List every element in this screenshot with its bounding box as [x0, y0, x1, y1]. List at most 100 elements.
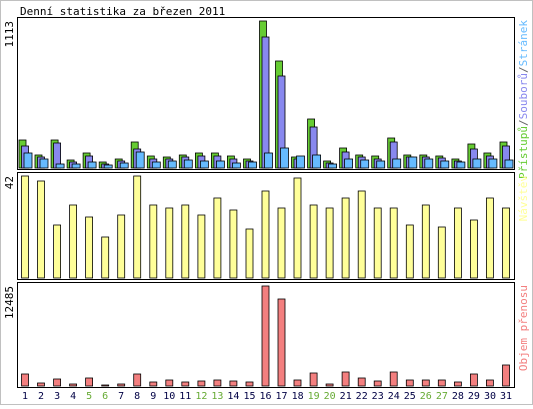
- bar-stránek-day-7: [119, 162, 129, 169]
- x-tick-label: 27: [436, 391, 448, 402]
- bar-objem-přenosu-day-28: [453, 381, 462, 387]
- bar-stránek-day-20: [328, 163, 338, 169]
- bar-návštěv-day-10: [165, 207, 174, 279]
- x-tick-label: 23: [372, 391, 384, 402]
- bar-návštěv-day-20: [325, 207, 334, 279]
- bar-návštěv-day-15: [245, 228, 254, 279]
- bar-stránek-day-15: [248, 161, 257, 169]
- bar-návštěv-day-7: [117, 214, 126, 279]
- bar-návštěv-day-22: [357, 190, 366, 279]
- x-tick-label: 12: [195, 391, 207, 402]
- bar-stránek-day-22: [360, 159, 370, 169]
- bar-objem-přenosu-day-19: [309, 372, 318, 387]
- x-tick-label: 17: [275, 391, 287, 402]
- legend-entry: Návštěv: [517, 175, 530, 222]
- bar-návštěv-day-27: [437, 226, 446, 279]
- bar-návštěv-day-17: [277, 207, 286, 279]
- bar-objem-přenosu-day-21: [341, 371, 350, 387]
- bar-návštěv-day-4: [69, 204, 77, 279]
- bar-návštěv-day-24: [389, 207, 398, 279]
- bar-objem-přenosu-day-13: [213, 379, 222, 387]
- bar-objem-přenosu-day-7: [117, 383, 126, 387]
- bar-návštěv-day-11: [181, 204, 190, 279]
- x-tick-label: 2: [38, 391, 44, 402]
- panel-3-max-label: 12485: [3, 286, 16, 319]
- x-tick-label: 4: [70, 391, 76, 402]
- panel-3: 12485 Objem přenosu: [3, 282, 530, 388]
- bar-objem-přenosu-day-1: [21, 373, 29, 387]
- bar-objem-přenosu-day-22: [357, 377, 366, 387]
- legend-separator: /: [517, 66, 530, 73]
- bar-objem-přenosu-day-8: [133, 373, 142, 387]
- x-tick-label: 16: [259, 391, 271, 402]
- bar-návštěv-day-9: [149, 204, 158, 279]
- bar-stránek-day-11: [183, 159, 193, 169]
- bar-objem-přenosu-day-15: [245, 381, 254, 387]
- bar-stránek-day-29: [472, 158, 482, 169]
- bar-stránek-day-24: [392, 158, 402, 169]
- bar-návštěv-day-1: [21, 175, 29, 279]
- bar-objem-přenosu-day-14: [229, 380, 238, 387]
- chart-title: Denní statistika za březen 2011: [20, 5, 225, 18]
- panel-2-max-label: 42: [3, 176, 16, 189]
- bar-objem-přenosu-day-6: [101, 384, 110, 387]
- x-tick-label: 8: [134, 391, 140, 402]
- bar-objem-přenosu-day-17: [277, 298, 286, 387]
- bar-návštěv-day-28: [453, 207, 462, 279]
- bar-stránek-day-5: [87, 161, 97, 169]
- bar-stránek-day-12: [199, 160, 209, 169]
- x-tick-label: 9: [150, 391, 156, 402]
- bar-stránek-day-9: [151, 161, 161, 169]
- bar-objem-přenosu-day-3: [53, 378, 61, 387]
- bar-stránek-day-17: [280, 147, 289, 169]
- bar-souborů-day-16: [261, 36, 270, 169]
- bar-návštěv-day-21: [341, 197, 350, 279]
- bar-objem-přenosu-day-31: [502, 364, 510, 387]
- bar-návštěv-day-26: [421, 204, 430, 279]
- x-tick-label: 28: [452, 391, 464, 402]
- legend-entry: Souborů: [517, 73, 530, 119]
- bar-objem-přenosu-day-27: [437, 379, 446, 387]
- bar-stránek-day-13: [215, 160, 225, 169]
- bar-stránek-day-23: [376, 160, 386, 169]
- bar-objem-přenosu-day-16: [261, 285, 270, 387]
- bar-návštěv-day-13: [213, 197, 222, 279]
- bar-návštěv-day-6: [101, 236, 110, 279]
- x-tick-label: 1: [22, 391, 28, 402]
- bar-návštěv-day-3: [53, 224, 61, 279]
- bar-objem-přenosu-day-4: [69, 383, 77, 387]
- bar-návštěv-day-14: [229, 209, 238, 279]
- panel-1-legend: Přístupů/Souborů/Stránek: [517, 20, 530, 179]
- bar-stránek-day-2: [39, 158, 49, 169]
- bar-stránek-day-30: [488, 158, 498, 169]
- bar-stránek-day-31: [504, 159, 514, 169]
- bar-stránek-day-26: [424, 158, 434, 169]
- bar-stránek-day-28: [456, 161, 466, 169]
- legend-entry: Objem přenosu: [517, 285, 530, 371]
- bar-objem-přenosu-day-12: [197, 380, 206, 387]
- legend-separator: /: [517, 119, 530, 126]
- x-tick-label: 30: [484, 391, 496, 402]
- bar-objem-přenosu-day-25: [405, 379, 414, 387]
- bar-objem-přenosu-day-18: [293, 379, 302, 387]
- panel-1-max-label: 1113: [3, 21, 16, 48]
- bar-návštěv-day-5: [85, 216, 93, 279]
- x-tick-label: 26: [420, 391, 432, 402]
- x-tick-label: 24: [388, 391, 400, 402]
- bar-objem-přenosu-day-23: [373, 380, 382, 387]
- panel-2-legend: Návštěv: [517, 175, 530, 222]
- bar-stránek-day-1: [23, 152, 33, 169]
- bar-stránek-day-10: [167, 160, 177, 169]
- x-tick-label: 3: [54, 391, 60, 402]
- x-tick-label: 22: [356, 391, 368, 402]
- bar-stránek-day-16: [264, 152, 273, 169]
- x-tick-label: 29: [468, 391, 480, 402]
- legend-entry: Přístupů: [517, 126, 530, 179]
- bar-návštěv-day-18: [293, 177, 302, 279]
- x-tick-label: 11: [179, 391, 191, 402]
- x-tick-label: 5: [86, 391, 92, 402]
- bar-návštěv-day-30: [485, 197, 494, 279]
- bar-návštěv-day-8: [133, 175, 142, 279]
- bar-návštěv-day-31: [502, 207, 510, 279]
